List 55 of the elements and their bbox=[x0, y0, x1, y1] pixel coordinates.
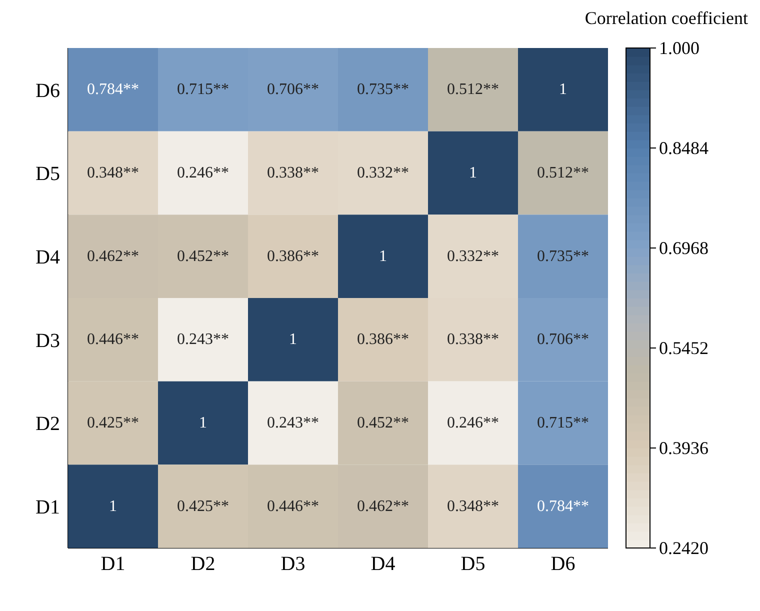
data-label: 0.735** bbox=[537, 248, 589, 265]
data-label: 0.243** bbox=[177, 331, 229, 348]
data-label: 0.784** bbox=[537, 498, 589, 515]
data-label: 1 bbox=[109, 498, 117, 515]
data-label: 0.784** bbox=[87, 81, 139, 98]
x-tick-label: D1 bbox=[100, 553, 126, 576]
data-label: 0.512** bbox=[447, 81, 499, 98]
y-tick-label: D4 bbox=[36, 246, 60, 268]
data-label: 0.715** bbox=[537, 414, 589, 432]
data-label: 0.452** bbox=[177, 248, 229, 265]
data-label: 0.332** bbox=[447, 248, 499, 265]
data-label: 0.246** bbox=[447, 414, 499, 432]
data-label: 0.706** bbox=[267, 81, 319, 98]
x-tick-label: D5 bbox=[460, 553, 486, 576]
y-tick-label: D3 bbox=[36, 330, 60, 352]
y-tick-label: D1 bbox=[36, 496, 60, 518]
data-label: 1 bbox=[199, 414, 207, 432]
y-tick-label: D6 bbox=[36, 80, 60, 102]
data-label: 0.715** bbox=[177, 81, 229, 98]
data-label: 0.338** bbox=[447, 331, 499, 348]
data-label: 0.348** bbox=[447, 498, 499, 515]
data-label: 0.425** bbox=[87, 414, 139, 432]
data-label: 0.338** bbox=[267, 164, 319, 182]
data-label: 0.735** bbox=[357, 81, 409, 98]
data-label: 0.446** bbox=[267, 498, 319, 515]
data-label: 1 bbox=[379, 248, 387, 265]
color-bar-label: 0.3936 bbox=[659, 438, 708, 458]
data-label: 1 bbox=[559, 81, 567, 98]
data-label: 1 bbox=[289, 331, 297, 348]
data-label: 0.452** bbox=[357, 414, 409, 432]
data-label: 0.386** bbox=[267, 248, 319, 265]
color-bar-label: 0.5452 bbox=[659, 338, 708, 358]
data-label: 0.706** bbox=[537, 331, 589, 348]
x-tick-label: D2 bbox=[190, 553, 216, 576]
color-bar-label: 0.2420 bbox=[659, 538, 708, 558]
data-label: 0.243** bbox=[267, 414, 319, 432]
x-tick-label: D6 bbox=[550, 553, 576, 576]
color-bar-label: 1.000 bbox=[659, 38, 700, 58]
data-label: 0.386** bbox=[357, 331, 409, 348]
data-label: 0.446** bbox=[87, 331, 139, 348]
y-tick-label: D2 bbox=[36, 413, 60, 436]
data-label: 0.332** bbox=[357, 164, 409, 182]
color-bar-label: 0.8484 bbox=[659, 138, 708, 158]
color-bar-title: Correlation coefficient bbox=[584, 8, 748, 29]
data-label: 0.425** bbox=[177, 498, 229, 515]
data-label: 0.462** bbox=[87, 248, 139, 265]
y-tick-label: D5 bbox=[36, 163, 60, 186]
data-label: 0.246** bbox=[177, 164, 229, 182]
data-label: 0.462** bbox=[357, 498, 409, 515]
data-label: 0.348** bbox=[87, 164, 139, 182]
data-label: 0.512** bbox=[537, 164, 589, 182]
x-tick-label: D4 bbox=[370, 553, 396, 576]
x-tick-label: D3 bbox=[280, 553, 306, 576]
color-bar-label: 0.6968 bbox=[659, 238, 708, 258]
data-label: 1 bbox=[469, 164, 477, 182]
